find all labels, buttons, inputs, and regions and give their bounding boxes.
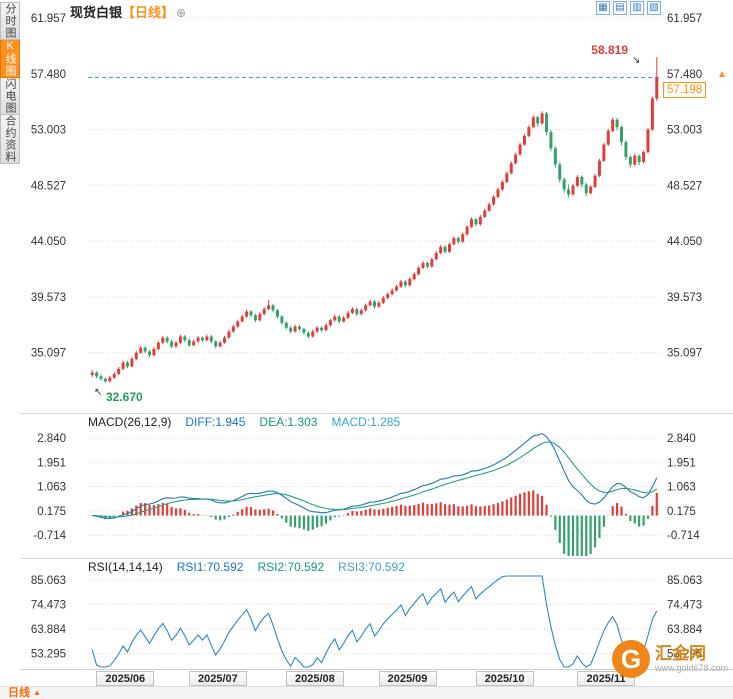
y-axis-tick: 57.480 <box>667 69 702 81</box>
y-axis-tick: 2.840 <box>667 433 696 445</box>
y-axis-tick: 61.957 <box>31 13 66 25</box>
rsi-line <box>91 575 658 668</box>
rsi-header: RSI(14,14,14) RSI1:70.592 RSI2:70.592 RS… <box>20 558 733 575</box>
scroll-to-latest-icon[interactable]: ▲ <box>717 69 727 80</box>
chart-type-sidebar: 分时图 K线图 闪电图 合约资料 <box>0 0 20 699</box>
x-axis-label: 2025/10 <box>475 671 534 686</box>
sidebar-tab-contract-info[interactable]: 合约资料 <box>0 115 20 164</box>
macd-macd-value: MACD:1.285 <box>331 415 401 429</box>
last-price-tag: 57.198 <box>663 82 707 98</box>
period-high-label: 58.819 <box>591 43 628 57</box>
y-axis-tick: 74.473 <box>667 599 702 611</box>
columns-layout-icon[interactable]: ▥ <box>630 1 644 15</box>
y-axis-tick: 53.295 <box>31 648 66 660</box>
y-axis-tick: 53.003 <box>31 125 66 137</box>
y-axis-tick: 0.175 <box>667 506 696 518</box>
y-axis-tick: 48.527 <box>31 180 66 192</box>
rsi2-value: RSI2:70.592 <box>257 560 325 574</box>
y-axis-tick: 63.884 <box>31 624 67 636</box>
y-axis-tick: -0.714 <box>33 530 66 542</box>
low-arrow-icon: ↖ <box>94 387 102 398</box>
rsi-indicator-name: RSI(14,14,14) <box>88 560 163 574</box>
y-axis-tick: 35.097 <box>667 348 702 360</box>
y-axis-tick: 1.063 <box>667 482 696 494</box>
y-axis-tick: -0.714 <box>667 530 700 542</box>
y-axis-tick: 44.050 <box>667 236 702 248</box>
macd-histogram <box>95 490 658 556</box>
sidebar-tab-lightning[interactable]: 闪电图 <box>0 78 20 115</box>
split-layout-icon[interactable]: ▤ <box>613 1 627 15</box>
macd-panel-chart[interactable]: 2.840 2.840 1.951 1.951 1.063 1.063 0.175 0.175… <box>0 430 733 558</box>
period-dropdown-icon[interactable]: ▲ <box>33 688 41 697</box>
site-url: www.gold678.com <box>655 662 729 673</box>
x-axis-label: 2025/08 <box>285 671 344 686</box>
y-axis-tick: 48.527 <box>667 180 702 192</box>
macd-header: MACD(26,12,9) DIFF:1.945 DEA:1.303 MACD:… <box>20 413 733 430</box>
y-axis-tick: 57.480 <box>31 69 66 81</box>
sidebar-tab-kline[interactable]: K线图 <box>0 40 20 78</box>
y-axis-tick: 2.840 <box>37 433 66 445</box>
y-axis-tick: 85.063 <box>31 575 66 587</box>
sidebar-tab-timeshare[interactable]: 分时图 <box>0 2 20 40</box>
y-axis-tick: 44.050 <box>31 236 66 248</box>
period-low-label: 32.670 <box>106 390 143 404</box>
site-name: 汇金网 <box>655 643 706 663</box>
candles <box>90 57 659 383</box>
rsi-panel-chart[interactable]: 85.063 85.063 74.473 74.473 63.884 63.884 53.2… <box>0 574 733 669</box>
y-axis-tick: 39.573 <box>31 292 66 304</box>
y-axis-tick: 1.951 <box>667 457 696 469</box>
y-axis-tick: 53.295 <box>667 648 702 660</box>
x-axis-label: 2025/09 <box>378 671 437 686</box>
pattern-layout-icon[interactable]: ▧ <box>647 1 661 15</box>
x-axis-label: 2025/07 <box>188 671 247 686</box>
macd-indicator-name: MACD(26,12,9) <box>88 415 172 429</box>
instrument-name: 现货白银 <box>70 5 123 20</box>
diff-line <box>92 432 658 520</box>
chart-header: 现货白银【日线】 ⊕ <box>70 2 187 20</box>
x-axis: 2025/06 2025/07 2025/08 2025/09 2025/10 2025/… <box>20 669 733 686</box>
layout-toolbar: ▦ ▤ ▥ ▧ <box>596 1 661 15</box>
rsi1-value: RSI1:70.592 <box>176 560 244 574</box>
high-arrow-icon: ↘ <box>632 55 640 66</box>
y-axis-tick: 53.003 <box>667 125 702 137</box>
y-axis-tick: 61.957 <box>667 13 702 25</box>
dea-line <box>92 441 658 518</box>
y-axis-tick: 35.097 <box>31 348 66 360</box>
macd-dea-value: DEA:1.303 <box>259 415 318 429</box>
x-axis-label: 2025/06 <box>96 671 155 686</box>
y-axis-tick: 1.063 <box>37 482 66 494</box>
settings-icon[interactable]: ⊕ <box>176 6 187 20</box>
grid-layout-icon[interactable]: ▦ <box>596 1 610 15</box>
candlestick-chart[interactable]: 61.957 61.957 57.480 57.480 53.003 53.003 48.5… <box>0 0 733 412</box>
site-logo-icon: G <box>612 640 650 678</box>
y-axis-tick: 0.175 <box>37 506 66 518</box>
y-axis-tick: 39.573 <box>667 292 702 304</box>
y-axis-tick: 74.473 <box>31 599 66 611</box>
period-bar: 日线 ▲ <box>0 686 733 699</box>
y-axis-tick: 85.063 <box>667 575 702 587</box>
y-axis-tick: 1.951 <box>37 457 66 469</box>
period-tab-daily[interactable]: 日线 <box>8 686 30 699</box>
site-watermark: G 汇金网 www.gold678.com <box>612 640 728 678</box>
y-axis-tick: 63.884 <box>667 624 703 636</box>
rsi3-value: RSI3:70.592 <box>338 560 405 574</box>
macd-diff-value: DIFF:1.945 <box>185 415 246 429</box>
period-tag: 【日线】 <box>122 5 175 20</box>
